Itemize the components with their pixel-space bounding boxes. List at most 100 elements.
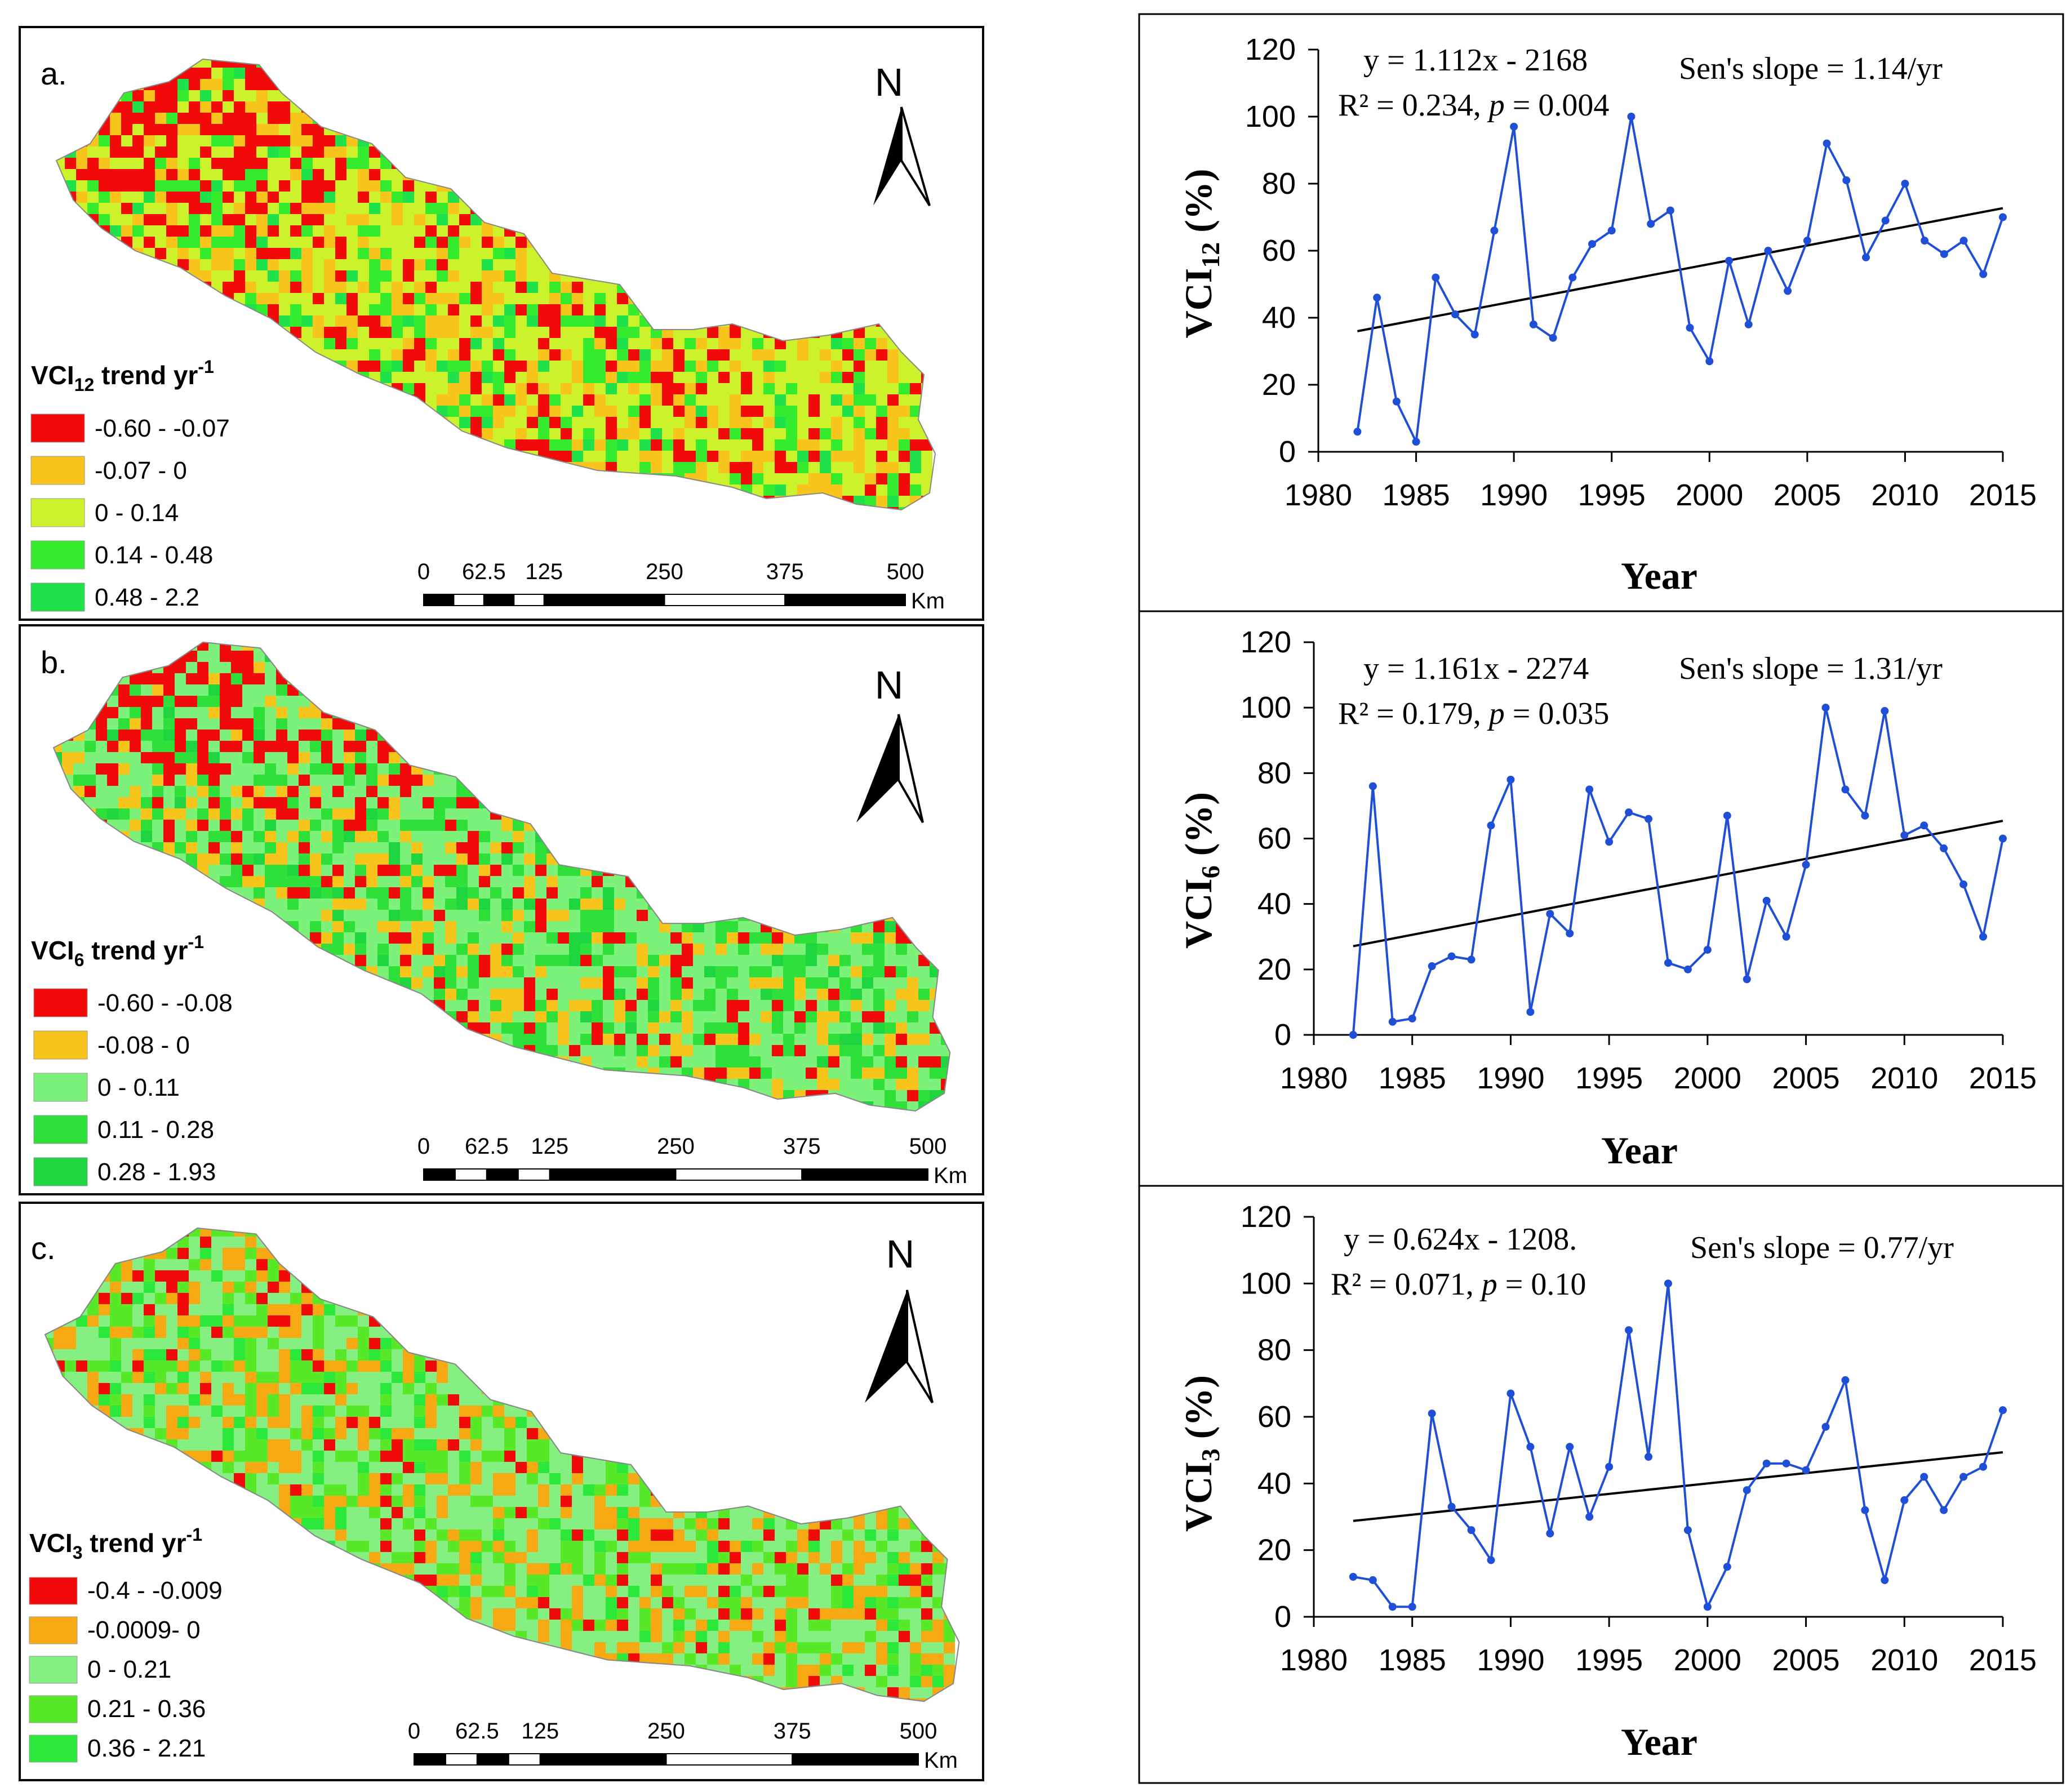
pixel-cell bbox=[842, 394, 854, 406]
pixel-cell bbox=[358, 169, 369, 180]
pixel-cell bbox=[456, 853, 468, 865]
pixel-cell bbox=[752, 428, 763, 439]
pixel-cell bbox=[377, 741, 389, 752]
pixel-cell bbox=[437, 192, 448, 203]
pixel-cell bbox=[287, 696, 299, 707]
pixel-cell bbox=[242, 763, 254, 775]
pixel-cell bbox=[335, 214, 346, 225]
pixel-cell bbox=[673, 394, 685, 406]
pixel-cell bbox=[220, 696, 231, 707]
pixel-cell bbox=[279, 180, 290, 192]
pixel-cell bbox=[231, 842, 242, 853]
pixel-cell bbox=[549, 428, 561, 439]
pixel-cell bbox=[501, 865, 513, 876]
pixel-cell bbox=[324, 293, 335, 304]
pixel-cell bbox=[107, 752, 118, 763]
pixel-cell bbox=[175, 797, 186, 808]
pixel-cell bbox=[234, 79, 245, 90]
pixel-cell bbox=[662, 383, 673, 394]
pixel-cell bbox=[299, 876, 310, 887]
pixel-cell bbox=[524, 831, 535, 842]
pixel-cell bbox=[290, 214, 301, 225]
pixel-cell bbox=[96, 797, 107, 808]
pixel-cell bbox=[211, 248, 223, 259]
pixel-cell bbox=[177, 146, 189, 158]
pixel-cell bbox=[561, 394, 572, 406]
pixel-cell bbox=[234, 101, 245, 113]
pixel-cell bbox=[899, 394, 910, 406]
pixel-cell bbox=[99, 214, 110, 225]
pixel-cell bbox=[504, 315, 515, 327]
pixel-cell bbox=[313, 203, 324, 214]
pixel-cell bbox=[400, 808, 411, 820]
pixel-cell bbox=[287, 842, 299, 853]
pixel-cell bbox=[355, 786, 366, 797]
pixel-cell bbox=[707, 428, 718, 439]
pixel-cell bbox=[527, 270, 538, 282]
scale-tick-label: 375 bbox=[766, 559, 804, 584]
pixel-cell bbox=[321, 865, 332, 876]
pixel-cell bbox=[411, 820, 423, 831]
pixel-cell bbox=[355, 831, 366, 842]
pixel-cell bbox=[730, 439, 741, 451]
pixel-cell bbox=[220, 651, 231, 662]
pixel-cell bbox=[403, 192, 414, 203]
pixel-cell bbox=[144, 225, 155, 237]
legend-label: -0.60 - -0.07 bbox=[95, 415, 230, 442]
pixel-cell bbox=[335, 237, 346, 248]
pixel-cell bbox=[380, 304, 392, 315]
pixel-cell bbox=[130, 684, 141, 696]
pixel-cell bbox=[594, 417, 606, 428]
pixel-cell bbox=[121, 203, 132, 214]
pixel-cell bbox=[380, 192, 392, 203]
pixel-cell bbox=[358, 270, 369, 282]
pixel-cell bbox=[208, 775, 220, 786]
pixel-cell bbox=[910, 451, 921, 462]
pixel-cell bbox=[107, 797, 118, 808]
pixel-cell bbox=[321, 876, 332, 887]
pixel-cell bbox=[617, 406, 628, 417]
pixel-cell bbox=[208, 642, 220, 651]
pixel-cell bbox=[403, 270, 414, 282]
pixel-cell bbox=[234, 68, 245, 79]
pixel-cell bbox=[662, 394, 673, 406]
pixel-cell bbox=[504, 248, 515, 259]
pixel-cell bbox=[223, 135, 234, 146]
pixel-cell bbox=[254, 831, 265, 842]
pixel-cell bbox=[786, 417, 797, 428]
pixel-cell bbox=[110, 225, 121, 237]
pixel-cell bbox=[256, 180, 268, 192]
pixel-cell bbox=[470, 417, 482, 428]
pixel-cell bbox=[899, 451, 910, 462]
pixel-cell bbox=[324, 259, 335, 270]
pixel-cell bbox=[493, 327, 504, 338]
pixel-cell bbox=[335, 169, 346, 180]
pixel-cell bbox=[572, 338, 583, 349]
pixel-cell bbox=[876, 406, 887, 417]
pixel-cell bbox=[448, 372, 459, 383]
pixel-cell bbox=[470, 248, 482, 259]
pixel-cell bbox=[200, 135, 211, 146]
pixel-cell bbox=[155, 192, 166, 203]
pixel-cell bbox=[313, 146, 324, 158]
pixel-cell bbox=[651, 462, 662, 473]
pixel-cell bbox=[482, 293, 493, 304]
pixel-cell bbox=[617, 451, 628, 462]
pixel-cell bbox=[583, 293, 594, 304]
scale-segment bbox=[664, 594, 786, 606]
pixel-cell bbox=[223, 248, 234, 259]
pixel-cell bbox=[268, 214, 279, 225]
pixel-cell bbox=[482, 338, 493, 349]
pixel-cell bbox=[501, 820, 513, 831]
pixel-cell bbox=[287, 775, 299, 786]
pixel-cell bbox=[482, 225, 493, 237]
pixel-cell bbox=[186, 662, 197, 673]
pixel-cell bbox=[501, 831, 513, 842]
pixel-cell bbox=[403, 203, 414, 214]
pixel-cell bbox=[234, 135, 245, 146]
pixel-cell bbox=[175, 707, 186, 718]
pixel-cell bbox=[583, 451, 594, 462]
pixel-cell bbox=[141, 718, 152, 730]
pixel-cell bbox=[310, 775, 321, 786]
pixel-cell bbox=[99, 158, 110, 169]
